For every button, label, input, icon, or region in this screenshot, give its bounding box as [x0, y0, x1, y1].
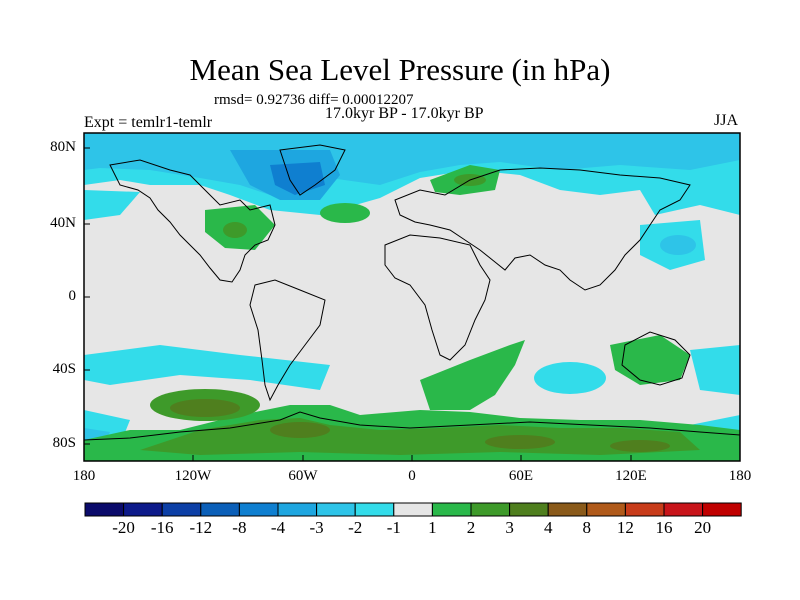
indian-ocean-negative-region: [534, 362, 606, 394]
y-label-80n: 80N: [50, 139, 76, 155]
rmsd-diff-text: rmsd= 0.92736 diff= 0.00012207: [214, 92, 414, 108]
colorbar-label: 12: [616, 518, 634, 537]
colorbar-swatch: [547, 502, 588, 517]
colorbar-swatch: [470, 502, 511, 517]
y-label-40s: 40S: [52, 361, 76, 377]
x-label-180e: 180: [728, 468, 752, 484]
north-america-positive-core: [223, 222, 247, 238]
antarctic-positive-core: [270, 422, 330, 438]
axis-ticks: [83, 147, 741, 461]
south-pacific-positive-core: [170, 399, 240, 417]
colorbar-label: 3: [505, 518, 514, 537]
north-pacific-negative-core: [660, 235, 696, 255]
colorbar-swatch: [624, 502, 665, 517]
colorbar-swatch: [161, 502, 202, 517]
colorbar-swatch: [238, 502, 279, 517]
australia-coast: [621, 331, 691, 386]
coastlines: [84, 144, 740, 441]
greenland-negative-core: [270, 162, 325, 195]
colorbar-label: 16: [655, 518, 673, 537]
x-label-120w: 120W: [174, 468, 212, 484]
map-field: [84, 133, 740, 461]
x-label-0: 0: [408, 468, 416, 484]
x-label-120e: 120E: [615, 468, 647, 484]
colorbar-label: -3: [309, 518, 324, 537]
x-label-180w: 180: [72, 468, 96, 484]
colorbar-swatch: [84, 502, 125, 517]
experiment-label: Expt = temlr1-temlr: [84, 114, 213, 131]
colorbar-label: -2: [348, 518, 363, 537]
colorbar-swatch: [354, 502, 395, 517]
southwest-pacific-negative-region: [690, 345, 740, 395]
colorbar-label: -4: [270, 518, 286, 537]
australia-positive-region: [610, 335, 690, 385]
africa-coast: [384, 234, 491, 361]
colorbar-swatch: [200, 502, 240, 517]
y-label-40n: 40N: [50, 215, 76, 231]
north-atlantic-positive-region: [320, 203, 370, 223]
y-label-80s: 80S: [52, 435, 76, 451]
colorbar-swatch: [663, 502, 704, 517]
colorbar-swatch: [509, 502, 549, 517]
colorbar-swatch: [277, 502, 318, 517]
north-america-coast: [109, 159, 276, 283]
colorbar-label: -12: [189, 518, 213, 537]
colorbar-label: 8: [582, 518, 592, 537]
colorbar-swatch: [702, 502, 742, 517]
antarctic-positive-core-3: [610, 440, 670, 452]
x-label-60w: 60W: [288, 468, 318, 484]
antarctica-coast: [84, 411, 740, 441]
colorbar-label: -20: [112, 518, 135, 537]
colorbar-label: -1: [386, 518, 401, 537]
colorbar-label: -16: [150, 518, 174, 537]
period-text: 17.0kyr BP - 17.0kyr BP: [325, 105, 484, 122]
greenland-coast: [279, 144, 346, 196]
colorbar-label: 4: [543, 518, 553, 537]
colorbar-label: 20: [694, 518, 712, 537]
colorbar-label: 2: [466, 518, 476, 537]
colorbar-swatch: [586, 502, 626, 517]
colorbar: [84, 502, 742, 517]
south-pacific-negative-region: [84, 345, 330, 390]
south-atlantic-positive-region: [420, 340, 525, 410]
colorbar-swatch: [316, 502, 356, 517]
colorbar-swatch: [431, 502, 472, 517]
colorbar-swatch: [393, 502, 433, 517]
north-pacific-negative-region: [84, 190, 140, 220]
south-america-coast: [249, 279, 326, 402]
arctic-negative-region-2: [84, 133, 740, 200]
colorbar-label: 1: [428, 518, 437, 537]
colorbar-swatch: [123, 502, 163, 517]
x-label-60e: 60E: [508, 468, 534, 484]
eurasia-coast: [394, 167, 691, 291]
colorbar-label: -8: [232, 518, 247, 537]
y-label-0: 0: [68, 288, 77, 304]
season-label: JJA: [714, 112, 739, 129]
antarctic-positive-core-2: [485, 435, 555, 449]
page-title: Mean Sea Level Pressure (in hPa): [189, 52, 611, 87]
